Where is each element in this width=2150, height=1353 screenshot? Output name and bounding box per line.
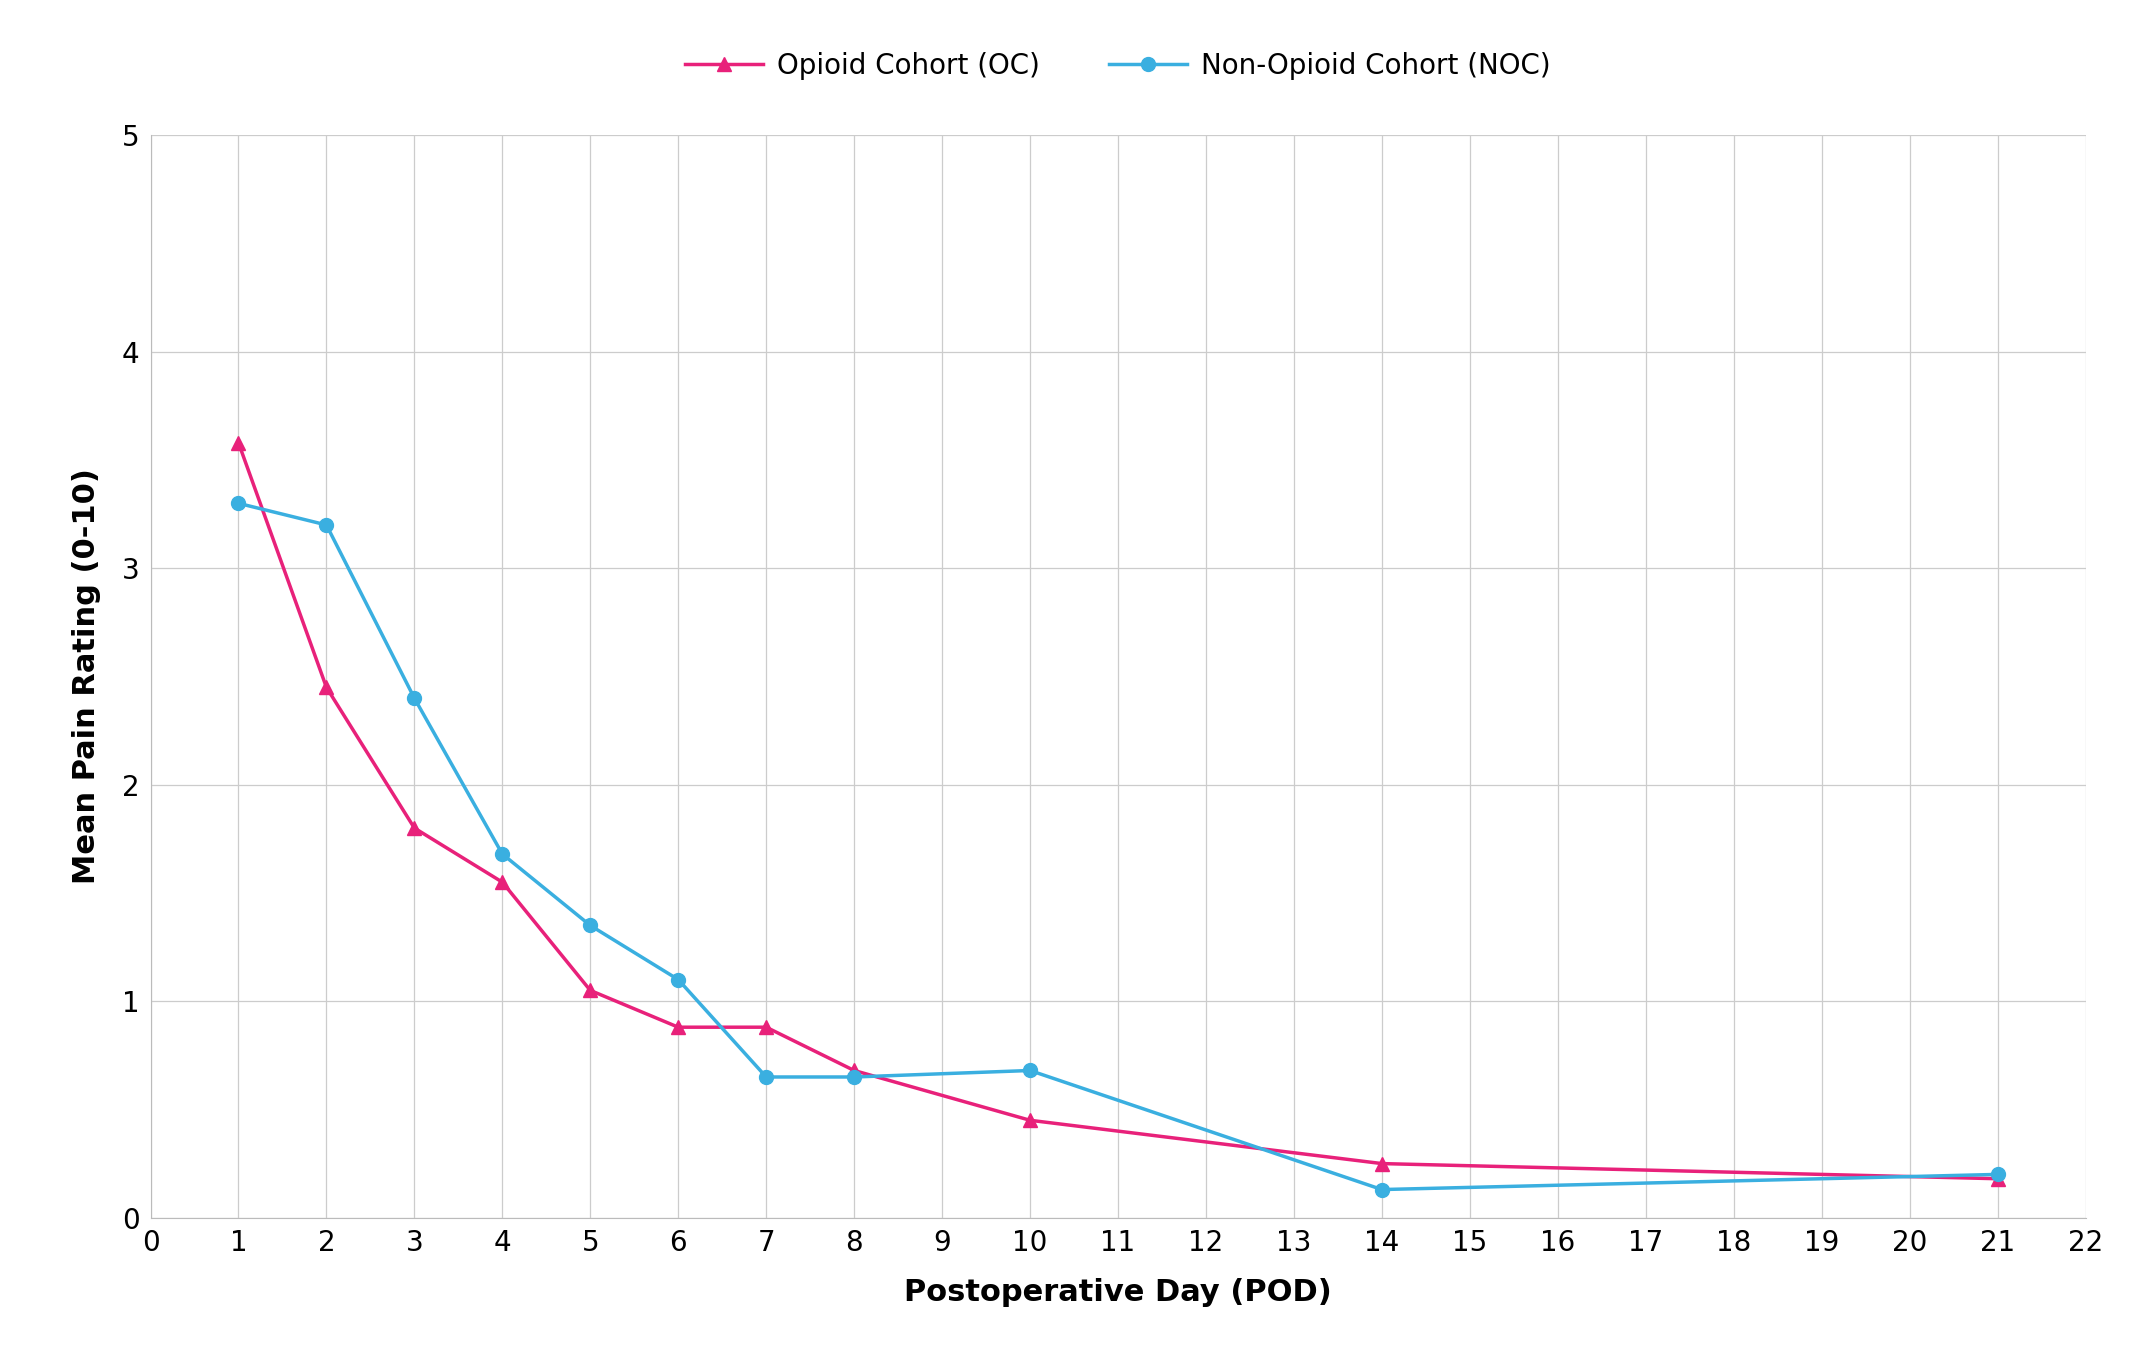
Line: Non-Opioid Cohort (NOC): Non-Opioid Cohort (NOC) (232, 497, 2004, 1196)
Legend: Opioid Cohort (OC), Non-Opioid Cohort (NOC): Opioid Cohort (OC), Non-Opioid Cohort (N… (686, 51, 1550, 80)
Opioid Cohort (OC) (578, 982, 604, 999)
Non-Opioid Cohort (NOC) (752, 1069, 778, 1085)
Opioid Cohort (OC) (490, 874, 516, 890)
Opioid Cohort (OC) (402, 820, 428, 836)
Opioid Cohort (OC) (1370, 1155, 1395, 1172)
Non-Opioid Cohort (NOC) (1017, 1062, 1043, 1078)
Opioid Cohort (OC) (1984, 1170, 2010, 1187)
Opioid Cohort (OC) (664, 1019, 690, 1035)
Opioid Cohort (OC) (1017, 1112, 1043, 1128)
Non-Opioid Cohort (NOC) (578, 917, 604, 934)
Opioid Cohort (OC) (752, 1019, 778, 1035)
Non-Opioid Cohort (NOC) (1984, 1166, 2010, 1183)
Non-Opioid Cohort (NOC) (226, 495, 252, 511)
Non-Opioid Cohort (NOC) (841, 1069, 866, 1085)
Non-Opioid Cohort (NOC) (664, 971, 690, 988)
Non-Opioid Cohort (NOC) (490, 846, 516, 862)
Opioid Cohort (OC) (226, 434, 252, 451)
Opioid Cohort (OC) (841, 1062, 866, 1078)
Non-Opioid Cohort (NOC) (314, 517, 340, 533)
Non-Opioid Cohort (NOC) (1370, 1181, 1395, 1197)
Y-axis label: Mean Pain Rating (0-10): Mean Pain Rating (0-10) (71, 468, 101, 885)
Opioid Cohort (OC) (314, 679, 340, 695)
Non-Opioid Cohort (NOC) (402, 690, 428, 706)
Line: Opioid Cohort (OC): Opioid Cohort (OC) (232, 436, 2004, 1185)
X-axis label: Postoperative Day (POD): Postoperative Day (POD) (905, 1277, 1331, 1307)
